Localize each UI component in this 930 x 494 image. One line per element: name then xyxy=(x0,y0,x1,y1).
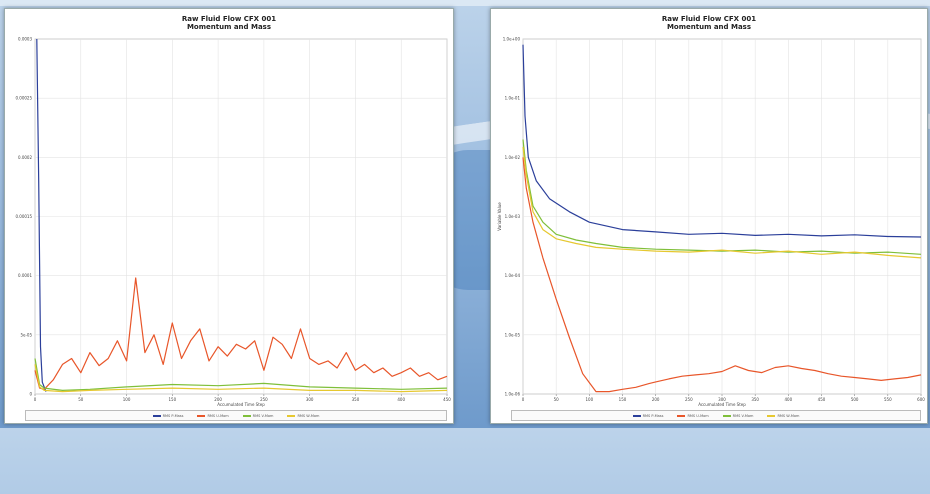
legend-swatch xyxy=(287,414,296,417)
y-tick-label: 5e-05 xyxy=(20,332,32,337)
legend-item: RMS W-Mom xyxy=(287,414,319,418)
series-line-rms-v-mom xyxy=(522,139,922,255)
legend-swatch xyxy=(767,414,776,417)
legend-swatch xyxy=(242,414,251,417)
legend-swatch xyxy=(722,414,731,417)
x-axis-label: Accumulated Time Step xyxy=(698,402,746,407)
y-tick-label: 1.0e-03 xyxy=(505,214,521,219)
chart-left-svg: 0 50 100 150 200 250 300 350 400 4500.00030.00025… xyxy=(15,37,451,408)
x-tick-label: 200 xyxy=(214,397,222,402)
chart-title: Raw Fluid Flow CFX 001 xyxy=(661,15,757,23)
series-line-rms-u-mom xyxy=(34,277,448,390)
y-tick-label: 1.0e-04 xyxy=(505,273,521,278)
x-tick-label: 450 xyxy=(443,397,451,402)
x-tick-label: 350 xyxy=(352,397,360,402)
y-tick-label: 0.0001 xyxy=(18,273,32,278)
x-tick-label: 300 xyxy=(718,397,726,402)
legend-label: RMS U-Mom xyxy=(207,413,229,418)
legend-swatch xyxy=(677,414,686,417)
legend-item: RMS W-Mom xyxy=(767,414,799,418)
x-tick-label: 350 xyxy=(751,397,759,402)
y-tick-label: 0.00015 xyxy=(15,214,32,219)
legend-label: RMS W-Mom xyxy=(777,413,800,418)
chart-panel-left: Raw Fluid Flow CFX 001 Momentum and Mass… xyxy=(4,8,454,424)
x-tick-label: 150 xyxy=(619,397,627,402)
x-tick-label: 250 xyxy=(685,397,693,402)
legend-swatch xyxy=(632,414,641,417)
series-line-rms-w-mom xyxy=(522,146,922,259)
legend-item: RMS P-Mass xyxy=(632,413,664,418)
chart-subtitle: Momentum and Mass xyxy=(666,23,752,31)
series-line-rms-u-mom xyxy=(522,157,922,393)
legend-label: RMS U-Mom xyxy=(687,413,709,418)
y-tick-label: 0.00025 xyxy=(15,96,32,101)
y-tick-label: 0.0002 xyxy=(18,155,32,160)
x-tick-label: 100 xyxy=(123,397,131,402)
y-tick-label: 0.0003 xyxy=(18,37,32,42)
legend-label: RMS W-Mom xyxy=(297,413,320,418)
y-tick-label: 1.0e-05 xyxy=(505,332,521,337)
series-line-rms-w-mom xyxy=(34,364,448,393)
legend-item: RMS V-Mom xyxy=(242,413,274,418)
x-tick-label: 450 xyxy=(818,397,826,402)
x-axis-label: Accumulated Time Step xyxy=(217,402,265,407)
x-tick-label: 400 xyxy=(397,397,405,402)
x-tick-label: 400 xyxy=(785,397,793,402)
x-tick-label: 0 xyxy=(34,397,37,402)
legend-label: RMS V-Mom xyxy=(252,413,274,418)
x-tick-label: 500 xyxy=(851,397,859,402)
legend-item: RMS V-Mom xyxy=(722,413,754,418)
chart-right-svg: 0 50 100 150 200 250 300 350 400 450 500 550 600 1.0e… xyxy=(497,37,925,408)
x-tick-label: 150 xyxy=(169,397,177,402)
y-tick-label: 1.0e-01 xyxy=(505,96,521,101)
x-tick-label: 0 xyxy=(522,397,525,402)
legend-label: RMS P-Mass xyxy=(642,413,664,418)
x-tick-label: 550 xyxy=(884,397,892,402)
legend-item: RMS P-Mass xyxy=(152,413,184,418)
legend-item: RMS U-Mom xyxy=(677,413,709,418)
y-tick-label: 1.0e-06 xyxy=(505,392,521,397)
legend-swatch xyxy=(197,414,206,417)
series-line-rms-p-mass xyxy=(522,44,922,238)
x-tick-label: 50 xyxy=(554,397,560,402)
x-tick-label: 250 xyxy=(260,397,268,402)
y-tick-label: 1.0e+00 xyxy=(503,37,521,42)
chart-subtitle: Momentum and Mass xyxy=(186,23,272,31)
x-tick-label: 600 xyxy=(917,397,925,402)
series-line-rms-v-mom xyxy=(34,358,448,391)
legend-swatch xyxy=(152,414,161,417)
legend-label: RMS V-Mom xyxy=(732,413,754,418)
x-tick-label: 50 xyxy=(78,397,84,402)
chart-legend: RMS P-Mass RMS U-Mom RMS V-Mom RMS W-Mom xyxy=(511,410,921,421)
x-tick-label: 300 xyxy=(306,397,314,402)
chart-title: Raw Fluid Flow CFX 001 xyxy=(181,15,277,23)
y-axis-label: Variable Value xyxy=(497,202,502,231)
x-tick-label: 200 xyxy=(652,397,660,402)
chart-panel-right: Raw Fluid Flow CFX 001 Momentum and Mass… xyxy=(490,8,928,424)
legend-label: RMS P-Mass xyxy=(162,413,184,418)
top-strip xyxy=(0,0,930,6)
chart-legend: RMS P-Mass RMS U-Mom RMS V-Mom RMS W-Mom xyxy=(25,410,447,421)
y-tick-label: 1.0e-02 xyxy=(505,155,521,160)
y-tick-label: 0 xyxy=(29,392,32,397)
legend-item: RMS U-Mom xyxy=(197,413,229,418)
x-tick-label: 100 xyxy=(586,397,594,402)
series-line-rms-p-mass xyxy=(36,38,47,392)
